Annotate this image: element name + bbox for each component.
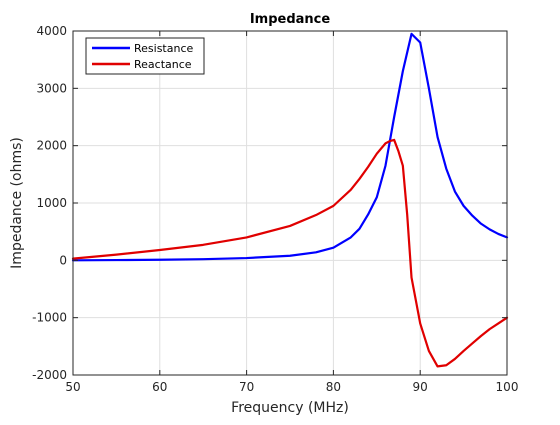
y-tick-label: -2000 bbox=[32, 368, 67, 382]
y-tick-label: 0 bbox=[59, 253, 67, 267]
y-tick-label: 3000 bbox=[36, 81, 67, 95]
legend-label: Resistance bbox=[134, 42, 194, 55]
axis-ticks: 50 60 70 80 90 100 -2000 -1000 0 1000 2000 3000 4000 bbox=[32, 24, 518, 394]
legend: Resistance Reactance bbox=[85, 37, 205, 75]
x-tick-label: 70 bbox=[239, 380, 254, 394]
y-tick-label: -1000 bbox=[32, 311, 67, 325]
legend-label: Reactance bbox=[134, 58, 192, 71]
y-axis-label: Impedance (ohms) bbox=[9, 137, 25, 269]
x-tick-label: 90 bbox=[413, 380, 428, 394]
legend-box bbox=[85, 37, 205, 75]
x-tick-label: 100 bbox=[496, 380, 519, 394]
y-tick-label: 1000 bbox=[36, 196, 67, 210]
series-lines bbox=[71, 32, 509, 368]
series-line-resistance bbox=[71, 32, 509, 262]
chart-title: Impedance bbox=[250, 12, 331, 27]
y-tick-label: 2000 bbox=[36, 139, 67, 153]
x-tick-label: 60 bbox=[152, 380, 167, 394]
x-tick-label: 80 bbox=[326, 380, 341, 394]
series-line-reactance bbox=[71, 138, 509, 368]
x-tick-label: 50 bbox=[65, 380, 80, 394]
y-tick-label: 4000 bbox=[36, 24, 67, 38]
x-axis-label: Frequency (MHz) bbox=[231, 400, 349, 416]
